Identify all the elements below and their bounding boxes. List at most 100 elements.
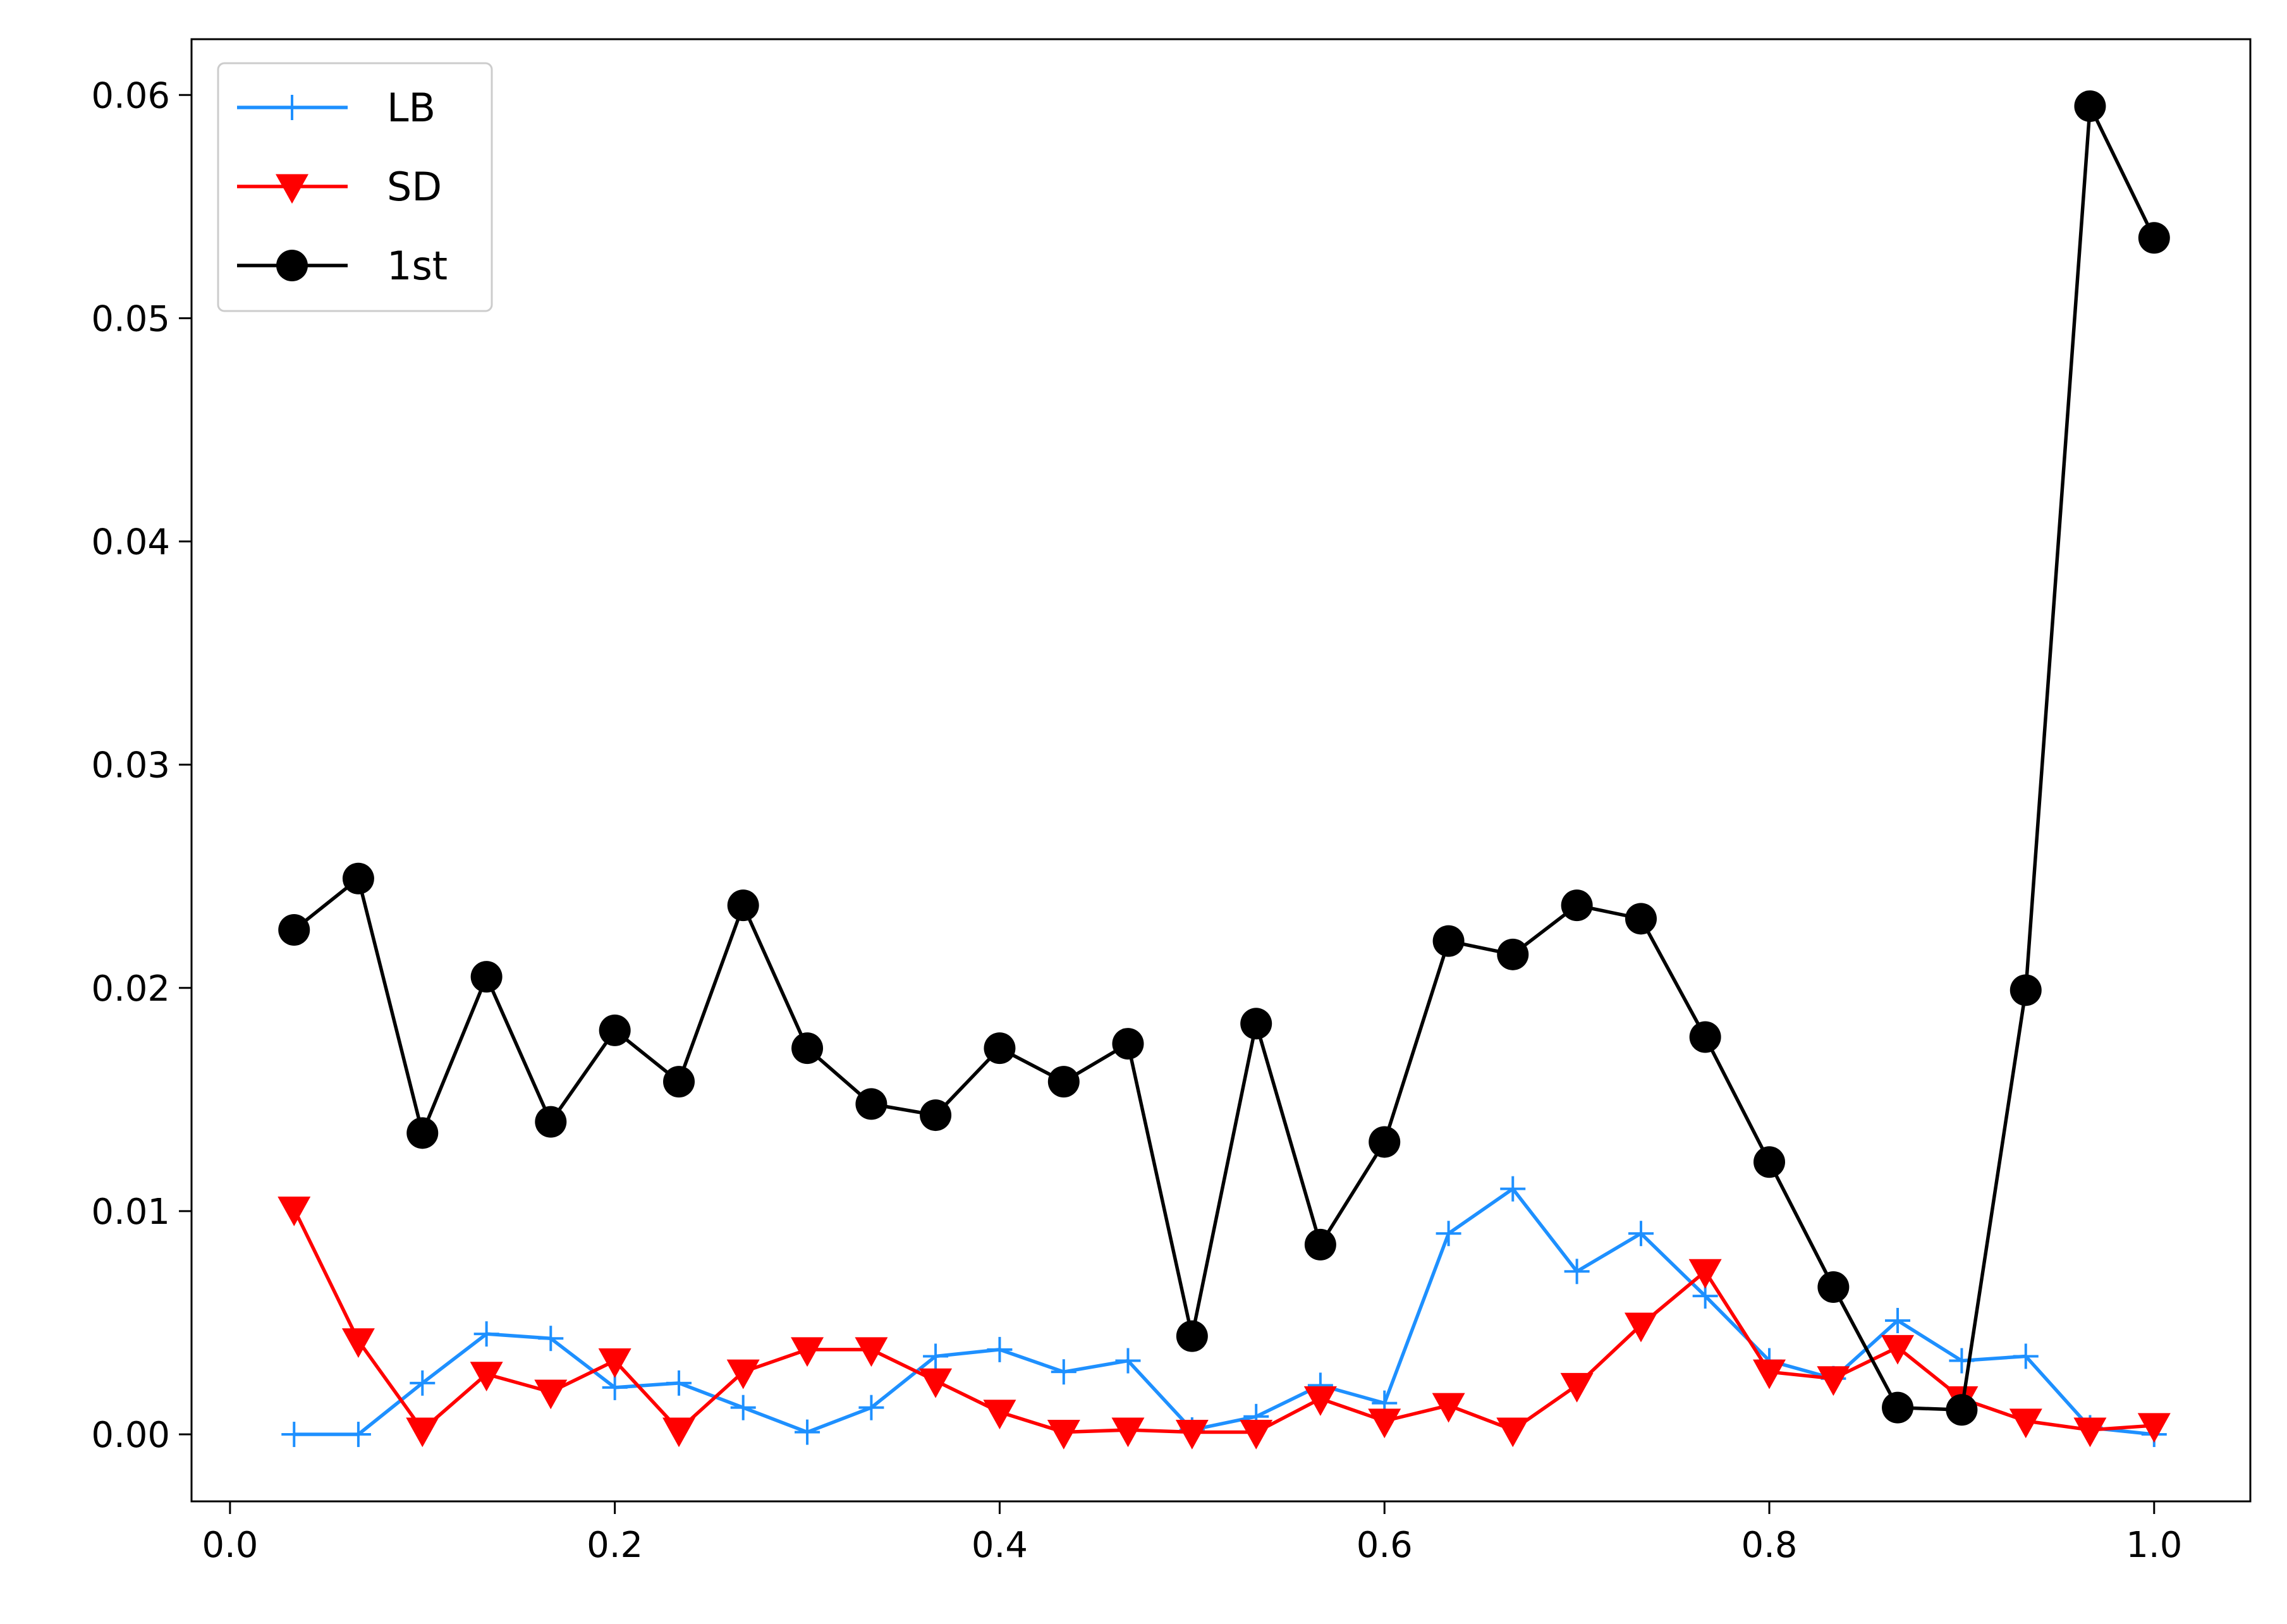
data-point [919,1368,953,1398]
y-tick-label: 0.06 [91,75,170,116]
data-point [1753,1146,1786,1178]
series-line [293,104,2156,1412]
data-point [1047,1420,1080,1450]
x-tick-label: 0.2 [587,1525,643,1566]
data-point [1496,1417,1530,1448]
data-point [470,961,503,993]
series-line [292,1208,2154,1434]
data-point [2073,1417,2107,1448]
data-point [406,1117,439,1149]
data-point [535,1106,567,1138]
data-point [598,1348,631,1378]
data-point [345,1422,371,1448]
data-point [791,1337,824,1367]
data-point [1304,1228,1336,1261]
legend-label: SD [387,164,442,210]
data-point [1688,1259,1722,1289]
y-tick-label: 0.00 [91,1415,170,1456]
data-point [406,1417,439,1448]
data-point [1240,1420,1273,1450]
data-point [1051,1359,1076,1385]
data-point [281,1422,307,1448]
series-line [294,1187,2155,1436]
data-point [1564,1259,1590,1285]
series-1st [278,90,2170,1426]
legend-label: LB [387,85,436,131]
legend-marker [279,95,305,120]
x-tick-label: 0.8 [1741,1525,1797,1566]
data-point [1368,1408,1401,1439]
plot-area [277,90,2171,1450]
data-point [1624,1312,1657,1343]
legend-label: 1st [387,243,448,289]
data-point [791,1032,824,1065]
data-point [920,1099,952,1132]
data-point [1369,1126,1401,1158]
data-point [1432,925,1465,957]
data-point [1303,1386,1337,1416]
x-axis: 0.0 0.2 0.4 0.6 0.8 1.0 [202,1501,2182,1566]
data-point [727,889,759,922]
data-point [1497,938,1529,970]
data-point [470,1362,503,1392]
y-tick-label: 0.02 [91,968,170,1010]
data-point [666,1370,692,1396]
x-tick-label: 0.4 [972,1525,1028,1566]
x-tick-label: 0.6 [1357,1525,1413,1566]
data-point [1560,1372,1594,1403]
data-point [1240,1008,1272,1040]
data-point [538,1326,564,1352]
data-point [1115,1348,1141,1374]
data-point [1176,1320,1208,1352]
data-point [726,1359,760,1389]
legend-entry: LB [237,85,436,131]
data-point [1817,1271,1850,1303]
data-point [1047,1066,1080,1098]
data-point [342,862,374,894]
legend-marker [276,174,308,204]
data-point [1625,903,1657,935]
axes-frame [190,38,2252,1503]
data-point [858,1395,884,1420]
data-point [1175,1420,1209,1450]
data-point [1561,889,1593,922]
data-point [1885,1307,1911,1333]
data-point [855,1088,887,1120]
x-tick-label: 0.0 [202,1525,258,1566]
data-point [984,1032,1016,1065]
data-point [1689,1021,1721,1053]
legend-entry: 1st [237,243,448,289]
data-point [1500,1176,1526,1202]
y-tick-label: 0.05 [91,298,170,339]
data-point [2009,1408,2042,1439]
y-tick-label: 0.01 [91,1192,170,1233]
data-point [2137,1413,2171,1443]
legend-marker [276,250,308,281]
data-point [534,1379,568,1410]
data-point [277,1196,311,1226]
data-point [599,1014,631,1046]
x-tick-label: 1.0 [2126,1525,2182,1566]
data-point [410,1370,436,1396]
y-axis: 0.00 0.01 0.02 0.03 0.04 0.05 0.06 [91,75,192,1456]
data-point [1628,1221,1654,1247]
data-point [855,1337,888,1367]
data-point [983,1400,1016,1430]
data-point [1882,1391,1914,1424]
series-sd [277,1196,2171,1450]
legend: LB SD 1st [217,62,493,312]
data-point [1881,1334,1915,1365]
data-point [795,1419,820,1445]
data-point [730,1395,756,1420]
data-point [341,1328,375,1358]
legend-box [217,62,493,312]
data-point [987,1336,1013,1362]
data-point [1112,1028,1144,1060]
data-point [1432,1393,1465,1423]
data-point [1817,1366,1850,1396]
y-tick-label: 0.03 [91,745,170,786]
data-point [278,913,310,946]
data-point [1946,1394,1978,1426]
data-point [1111,1417,1145,1448]
data-point [2074,90,2106,122]
